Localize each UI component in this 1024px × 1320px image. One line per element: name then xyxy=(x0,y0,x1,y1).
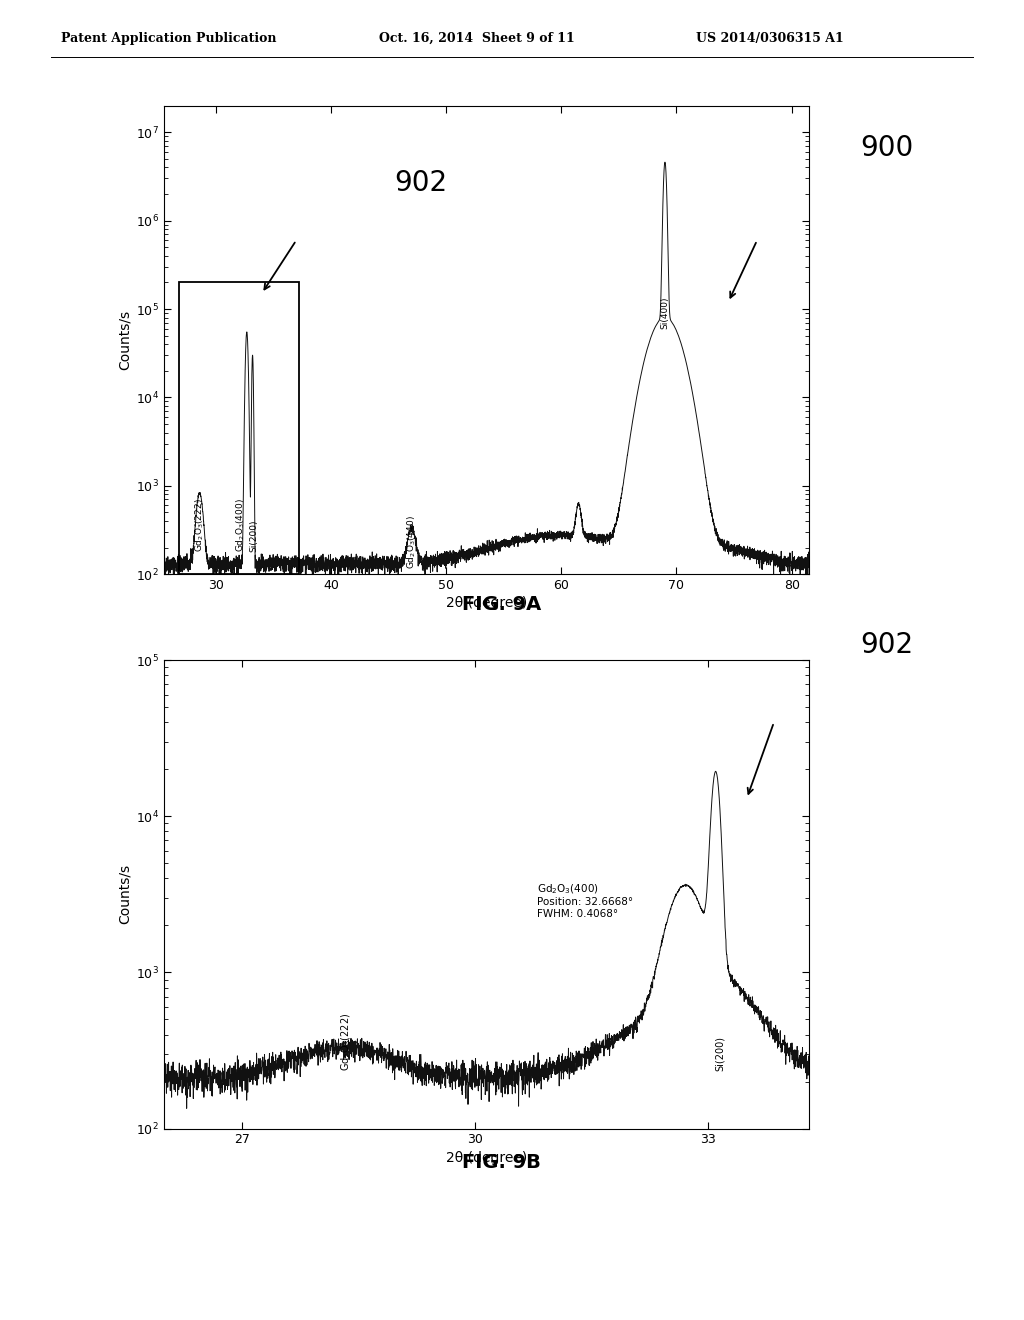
Text: Gd$_2$O$_3$(440): Gd$_2$O$_3$(440) xyxy=(406,515,418,569)
X-axis label: 2θ (degree): 2θ (degree) xyxy=(445,597,527,610)
Text: Gd$_2$O$_3$(222): Gd$_2$O$_3$(222) xyxy=(194,498,206,552)
Y-axis label: Counts/s: Counts/s xyxy=(118,310,132,370)
Text: 900: 900 xyxy=(860,133,913,162)
Text: US 2014/0306315 A1: US 2014/0306315 A1 xyxy=(696,32,844,45)
Text: 902: 902 xyxy=(394,169,447,198)
Text: Si(200): Si(200) xyxy=(249,519,258,552)
Text: Si(400): Si(400) xyxy=(660,296,670,329)
Y-axis label: Counts/s: Counts/s xyxy=(118,865,132,924)
Text: Patent Application Publication: Patent Application Publication xyxy=(61,32,276,45)
X-axis label: 2θ (degree): 2θ (degree) xyxy=(445,1151,527,1164)
Text: Gd$_2$O$_3$(400): Gd$_2$O$_3$(400) xyxy=(234,498,247,552)
Text: Si(200): Si(200) xyxy=(715,1036,725,1071)
Text: 902: 902 xyxy=(860,631,913,660)
Text: FIG. 9B: FIG. 9B xyxy=(462,1154,542,1172)
Text: Oct. 16, 2014  Sheet 9 of 11: Oct. 16, 2014 Sheet 9 of 11 xyxy=(379,32,574,45)
Bar xyxy=(179,282,299,574)
Text: FIG. 9A: FIG. 9A xyxy=(462,595,542,614)
Text: Gd$_2$O$_3$(400)
Position: 32.6668°
FWHM: 0.4068°: Gd$_2$O$_3$(400) Position: 32.6668° FWHM… xyxy=(537,882,633,919)
Text: Gd$_2$O$_3$(222): Gd$_2$O$_3$(222) xyxy=(340,1012,353,1071)
